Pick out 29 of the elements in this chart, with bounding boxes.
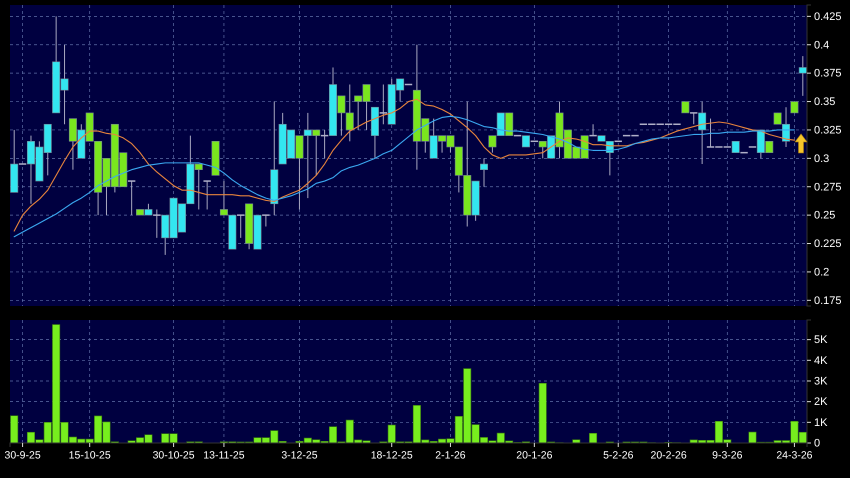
y-tick-label: 0.375 bbox=[814, 68, 842, 80]
y-tick-label: 0.35 bbox=[814, 96, 836, 108]
x-tick-label: 2-1-26 bbox=[435, 449, 466, 462]
y-tick-label: 0.425 bbox=[814, 10, 842, 23]
x-tick-label: 20-1-26 bbox=[516, 449, 553, 462]
x-tick-label: 9-3-26 bbox=[712, 449, 743, 462]
y-tick-label: 2K bbox=[814, 396, 828, 408]
x-tick-label: 15-10-25 bbox=[68, 449, 111, 462]
y-tick-label: 0.175 bbox=[814, 294, 842, 307]
y-tick-label: 5K bbox=[814, 334, 828, 346]
y-tick-label: 0 bbox=[814, 438, 820, 450]
x-tick-label: 30-9-25 bbox=[4, 449, 41, 462]
x-tick-label: 13-11-25 bbox=[203, 449, 245, 462]
y-tick-label: 0.25 bbox=[814, 210, 836, 222]
y-tick-label: 0.275 bbox=[814, 181, 842, 194]
x-tick-label: 20-2-26 bbox=[650, 449, 687, 462]
x-tick-label: 18-12-25 bbox=[370, 449, 413, 462]
x-tick-label: 5-2-26 bbox=[603, 449, 634, 462]
y-tick-label: 0.3 bbox=[814, 152, 830, 165]
x-tick-label: 3-12-25 bbox=[281, 449, 318, 462]
y-tick-label: 0.225 bbox=[814, 238, 842, 250]
y-tick-label: 0.4 bbox=[814, 39, 830, 52]
y-tick-label: 0.325 bbox=[814, 124, 842, 136]
y-tick-label: 4K bbox=[814, 354, 828, 367]
y-tick-label: 3K bbox=[814, 376, 828, 388]
x-tick-label: 24-3-26 bbox=[776, 449, 813, 462]
y-tick-label: 1K bbox=[814, 416, 828, 429]
y-tick-label: 0.2 bbox=[814, 266, 830, 278]
x-tick-label: 30-10-25 bbox=[152, 449, 195, 462]
